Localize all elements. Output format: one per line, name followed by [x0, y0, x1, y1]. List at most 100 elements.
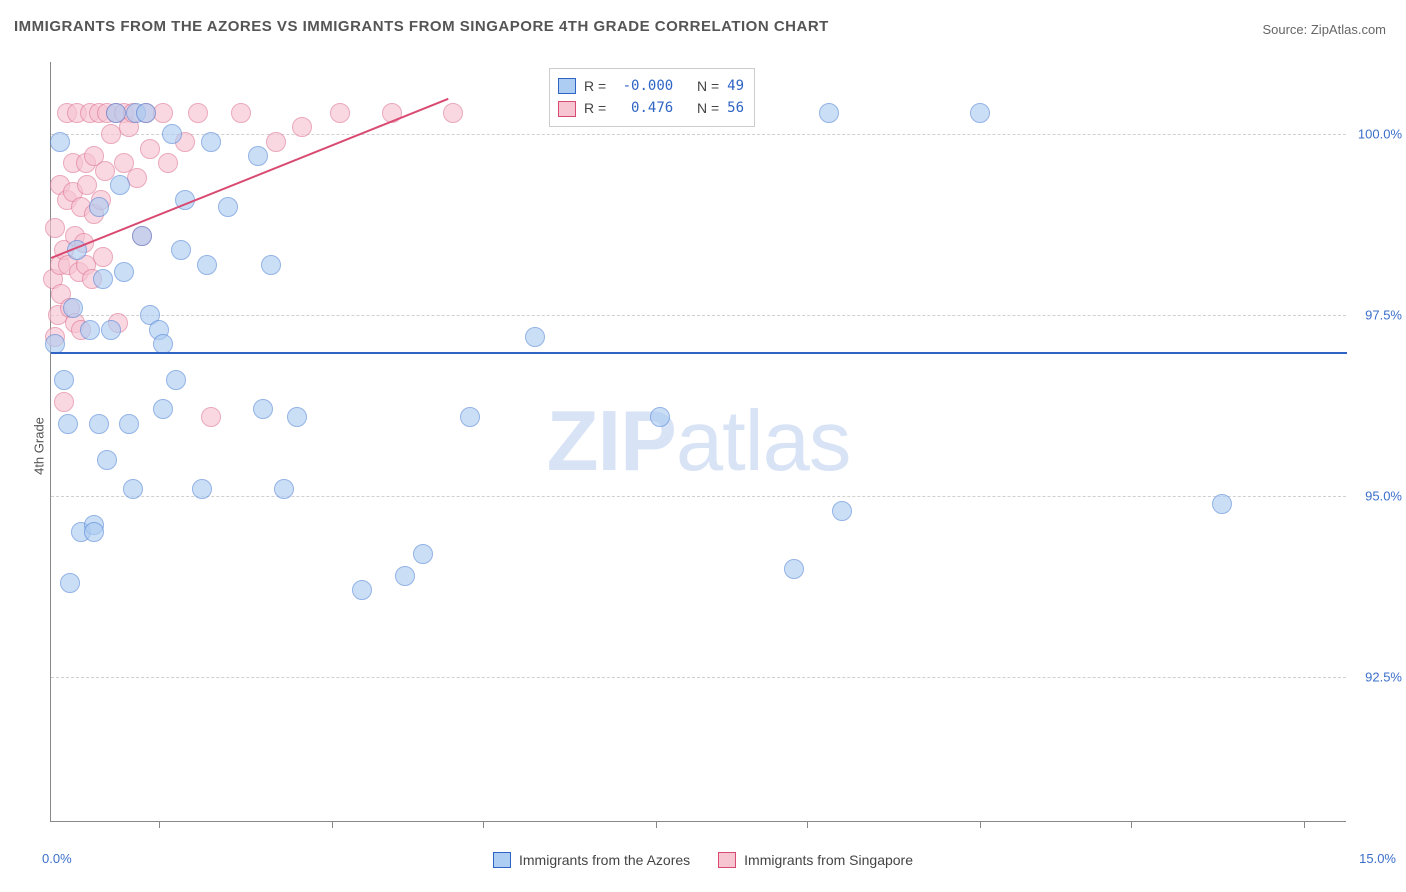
- data-point-azores: [80, 320, 100, 340]
- data-point-azores: [352, 580, 372, 600]
- data-point-azores: [93, 269, 113, 289]
- data-point-singapore: [45, 218, 65, 238]
- data-point-azores: [84, 522, 104, 542]
- data-point-singapore: [153, 103, 173, 123]
- data-point-azores: [110, 175, 130, 195]
- data-point-azores: [132, 226, 152, 246]
- source-attribution: Source: ZipAtlas.com: [1262, 22, 1386, 37]
- data-point-azores: [136, 103, 156, 123]
- data-point-singapore: [93, 247, 113, 267]
- gridline-h: [51, 677, 1346, 678]
- x-tick: [1131, 821, 1132, 828]
- x-tick: [807, 821, 808, 828]
- legend-swatch: [493, 852, 511, 868]
- trend-line: [51, 352, 1347, 354]
- data-point-azores: [106, 103, 126, 123]
- chart-title: IMMIGRANTS FROM THE AZORES VS IMMIGRANTS…: [14, 18, 829, 35]
- data-point-azores: [89, 414, 109, 434]
- data-point-azores: [89, 197, 109, 217]
- legend-swatch: [558, 78, 576, 94]
- data-point-singapore: [158, 153, 178, 173]
- data-point-azores: [162, 124, 182, 144]
- data-point-singapore: [231, 103, 251, 123]
- series-legend: Immigrants from the Azores Immigrants fro…: [493, 852, 913, 868]
- data-point-azores: [60, 573, 80, 593]
- legend-r-label: R =: [584, 97, 606, 119]
- data-point-singapore: [292, 117, 312, 137]
- data-point-azores: [819, 103, 839, 123]
- plot-area: ZIPatlas R = -0.000 N = 49R = 0.476 N = …: [50, 62, 1346, 822]
- x-axis-min-label: 0.0%: [42, 851, 72, 866]
- data-point-singapore: [54, 392, 74, 412]
- x-axis-max-label: 15.0%: [1359, 851, 1396, 866]
- trend-line: [51, 98, 449, 259]
- legend-r-value: -0.000: [614, 75, 673, 97]
- gridline-h: [51, 134, 1346, 135]
- legend-n-value: 49: [727, 75, 744, 97]
- data-point-azores: [166, 370, 186, 390]
- legend-swatch: [718, 852, 736, 868]
- data-point-azores: [63, 298, 83, 318]
- data-point-azores: [1212, 494, 1232, 514]
- data-point-azores: [650, 407, 670, 427]
- legend-r-label: R =: [584, 75, 606, 97]
- data-point-azores: [201, 132, 221, 152]
- series-legend-label: Immigrants from the Azores: [519, 852, 690, 868]
- data-point-azores: [287, 407, 307, 427]
- y-tick-label: 95.0%: [1365, 489, 1402, 504]
- gridline-h: [51, 496, 1346, 497]
- y-tick-label: 100.0%: [1358, 127, 1402, 142]
- series-legend-item: Immigrants from the Azores: [493, 852, 690, 868]
- legend-n-label: N =: [697, 97, 719, 119]
- data-point-azores: [253, 399, 273, 419]
- data-point-azores: [413, 544, 433, 564]
- data-point-azores: [153, 399, 173, 419]
- data-point-azores: [261, 255, 281, 275]
- legend-stats-row: R = -0.000 N = 49: [558, 75, 744, 97]
- legend-stats-row: R = 0.476 N = 56: [558, 97, 744, 119]
- data-point-singapore: [188, 103, 208, 123]
- data-point-azores: [218, 197, 238, 217]
- data-point-azores: [123, 479, 143, 499]
- series-legend-label: Immigrants from Singapore: [744, 852, 913, 868]
- data-point-azores: [97, 450, 117, 470]
- series-legend-item: Immigrants from Singapore: [718, 852, 913, 868]
- y-axis-label: 4th Grade: [31, 417, 46, 475]
- data-point-azores: [274, 479, 294, 499]
- data-point-azores: [192, 479, 212, 499]
- y-tick-label: 97.5%: [1365, 308, 1402, 323]
- legend-n-value: 56: [727, 97, 744, 119]
- data-point-singapore: [266, 132, 286, 152]
- data-point-azores: [525, 327, 545, 347]
- data-point-azores: [395, 566, 415, 586]
- x-tick: [483, 821, 484, 828]
- y-tick-label: 92.5%: [1365, 670, 1402, 685]
- data-point-singapore: [140, 139, 160, 159]
- data-point-azores: [50, 132, 70, 152]
- data-point-azores: [58, 414, 78, 434]
- data-point-azores: [460, 407, 480, 427]
- gridline-h: [51, 315, 1346, 316]
- x-tick: [656, 821, 657, 828]
- data-point-singapore: [127, 168, 147, 188]
- data-point-azores: [248, 146, 268, 166]
- data-point-singapore: [443, 103, 463, 123]
- data-point-azores: [832, 501, 852, 521]
- x-tick: [332, 821, 333, 828]
- data-point-singapore: [201, 407, 221, 427]
- data-point-azores: [119, 414, 139, 434]
- x-tick: [1304, 821, 1305, 828]
- legend-r-value: 0.476: [614, 97, 673, 119]
- x-tick: [980, 821, 981, 828]
- data-point-singapore: [330, 103, 350, 123]
- data-point-azores: [101, 320, 121, 340]
- x-tick: [159, 821, 160, 828]
- data-point-azores: [784, 559, 804, 579]
- legend-swatch: [558, 101, 576, 117]
- data-point-azores: [171, 240, 191, 260]
- data-point-azores: [54, 370, 74, 390]
- watermark: ZIPatlas: [547, 393, 851, 491]
- data-point-azores: [114, 262, 134, 282]
- legend-n-label: N =: [697, 75, 719, 97]
- data-point-azores: [197, 255, 217, 275]
